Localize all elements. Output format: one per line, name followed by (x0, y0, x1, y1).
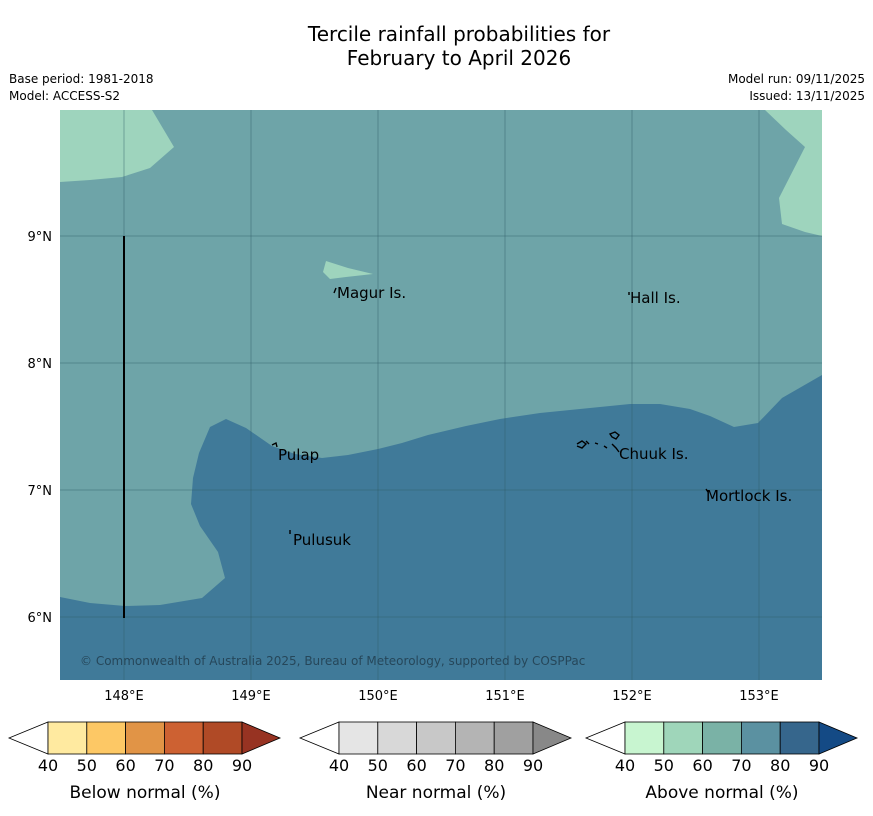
label-pulap: Pulap (278, 446, 319, 464)
colorbar-label: Near normal (%) (366, 783, 506, 803)
model-run-text: Model run: 09/11/2025 (727, 72, 865, 86)
lon-label: 148°E (104, 689, 144, 704)
lat-label: 6°N (28, 611, 53, 626)
lat-label: 9°N (28, 230, 53, 245)
lon-label: 153°E (739, 689, 779, 704)
base-period-text: Base period: 1981-2018 (9, 72, 154, 86)
colorbar-tick-label: 40 (38, 756, 58, 775)
probability-region-70-80 (60, 375, 822, 680)
colorbar-segment (493, 721, 534, 755)
colorbar-tick-label: 60 (692, 756, 712, 775)
meta-right: Model run: 09/11/2025 Issued: 13/11/2025 (728, 71, 865, 105)
lon-label: 152°E (612, 689, 652, 704)
colorbar-segment (779, 721, 820, 755)
island-shape-mortlock (705, 488, 709, 493)
colorbar-segment (125, 721, 165, 755)
lon-label: 151°E (485, 689, 525, 704)
colorbar-segment (338, 721, 379, 755)
colorbar-1: 40 50 60 70 80 90 Below normal (%) (7, 721, 282, 803)
lon-label: 150°E (358, 689, 398, 704)
colorbar-tick-label: 70 (154, 756, 174, 775)
island-labels: Magur Is. Hall Is. Pulap Chuuk Is. Mortl… (278, 284, 792, 549)
colorbar-segment (741, 721, 781, 755)
colorbars: 40 50 60 70 80 90 Below normal (%) 40 50 60 70 80 90… (7, 721, 859, 803)
colorbar-segment (202, 721, 243, 755)
colorbar-segment (377, 721, 417, 755)
colorbar-extend-high (241, 721, 282, 755)
probability-region-50-60-ne (765, 110, 822, 236)
probability-region-50-60-small (323, 261, 373, 279)
lat-label: 7°N (28, 484, 53, 499)
colorbar-tick-label: 80 (770, 756, 790, 775)
probability-region-50-60-nw (60, 110, 174, 182)
colorbar-tick-label: 80 (484, 756, 504, 775)
label-pulusuk: Pulusuk (293, 531, 351, 549)
copyright-text: © Commonwealth of Australia 2025, Bureau… (80, 654, 585, 668)
colorbar-label: Above normal (%) (645, 783, 798, 803)
label-mortlock: Mortlock Is. (706, 487, 792, 505)
colorbar-tick-label: 50 (654, 756, 674, 775)
island-shape-chuuk (576, 431, 620, 453)
colorbar-extend-low (7, 721, 49, 755)
colorbar-extend-high (532, 721, 573, 755)
colorbar-tick-label: 80 (193, 756, 213, 775)
map-panel[interactable] (60, 110, 822, 680)
colorbar-2: 40 50 60 70 80 90 Near normal (%) (298, 721, 573, 803)
label-magur: Magur Is. (337, 284, 406, 302)
title-line-2: February to April 2026 (346, 46, 572, 70)
colorbar-tick-label: 60 (115, 756, 135, 775)
meta-left: Base period: 1981-2018 Model: ACCESS-S2 (9, 71, 154, 105)
colorbar-tick-label: 40 (329, 756, 349, 775)
colorbar-extend-high (818, 721, 859, 755)
label-chuuk: Chuuk Is. (619, 445, 688, 463)
title-line-1: Tercile rainfall probabilities for (307, 22, 611, 46)
colorbar-3: 40 50 60 70 80 90 Above normal (%) (584, 721, 859, 803)
colorbar-segment (702, 721, 742, 755)
model-text: Model: ACCESS-S2 (9, 89, 121, 103)
map-title: Tercile rainfall probabilities for Febru… (0, 22, 873, 70)
colorbar-tick-label: 90 (523, 756, 543, 775)
colorbar-label: Below normal (%) (70, 783, 221, 803)
colorbar-segment (163, 721, 204, 755)
colorbar-tick-label: 90 (232, 756, 252, 775)
colorbar-segment (47, 721, 88, 755)
colorbar-tick-label: 60 (406, 756, 426, 775)
lon-axis: 148°E 149°E 150°E 151°E 152°E 153°E (104, 689, 779, 704)
colorbar-segment (416, 721, 456, 755)
colorbar-extend-low (584, 721, 626, 755)
colorbar-tick-label: 40 (615, 756, 635, 775)
colorbar-tick-label: 50 (77, 756, 97, 775)
colorbar-tick-label: 50 (368, 756, 388, 775)
island-markers (271, 287, 709, 534)
lat-axis: 9°N 8°N 7°N 6°N (28, 230, 53, 626)
colorbar-tick-label: 90 (809, 756, 829, 775)
colorbar-segment (624, 721, 665, 755)
lat-label: 8°N (28, 357, 53, 372)
issued-text: Issued: 13/11/2025 (749, 89, 865, 103)
colorbar-segment (86, 721, 127, 755)
colorbar-segment (454, 721, 495, 755)
colorbar-segment (663, 721, 703, 755)
island-shape-pulap (271, 441, 278, 448)
colorbar-extend-low (298, 721, 340, 755)
label-hall: Hall Is. (630, 289, 681, 307)
colorbar-tick-label: 70 (445, 756, 465, 775)
island-shape-magur (333, 287, 337, 294)
colorbar-tick-label: 70 (731, 756, 751, 775)
lon-label: 149°E (231, 689, 271, 704)
